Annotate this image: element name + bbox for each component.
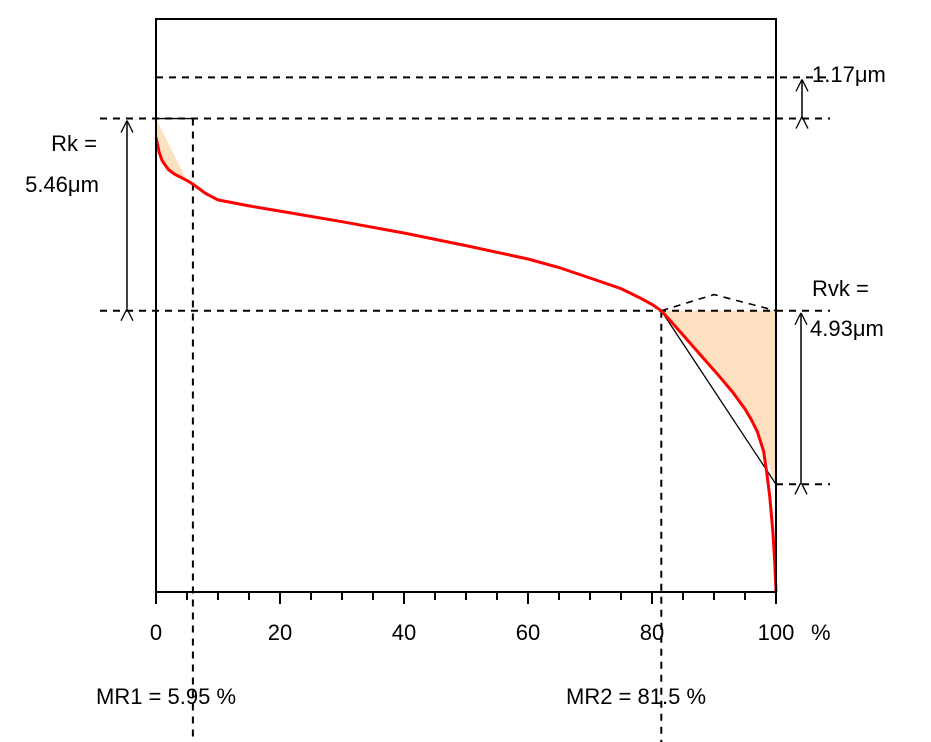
x-tick-label: 40 <box>392 620 416 645</box>
x-tick-label: 0 <box>150 620 162 645</box>
x-axis-tick-labels: 0 20 40 60 80 100 <box>150 620 794 645</box>
rk-value: 5.46μm <box>25 172 99 197</box>
rpk-value: 1.17μm <box>812 62 886 87</box>
rvk-equivalent-line <box>660 310 777 485</box>
bearing-ratio-curve <box>154 136 778 593</box>
rvk-area <box>661 310 776 485</box>
mr1-text: MR1 = 5.95 % <box>96 684 236 709</box>
mr2-text: MR2 = 81.5 % <box>566 684 706 709</box>
plot-frame <box>155 18 777 593</box>
rvk-value: 4.93μm <box>810 316 884 341</box>
rk-label: Rk = <box>51 131 97 156</box>
x-tick-label: 20 <box>268 620 292 645</box>
x-axis-ticks <box>155 592 777 604</box>
x-tick-label: 60 <box>516 620 540 645</box>
equivalent-line-extension <box>661 293 777 312</box>
rpk-area <box>156 118 187 181</box>
x-tick-label: 100 <box>758 620 795 645</box>
x-tick-label: 80 <box>640 620 664 645</box>
rvk-label: Rvk = <box>812 276 869 301</box>
reference-lines <box>100 76 830 742</box>
x-unit-label: % <box>811 620 831 645</box>
